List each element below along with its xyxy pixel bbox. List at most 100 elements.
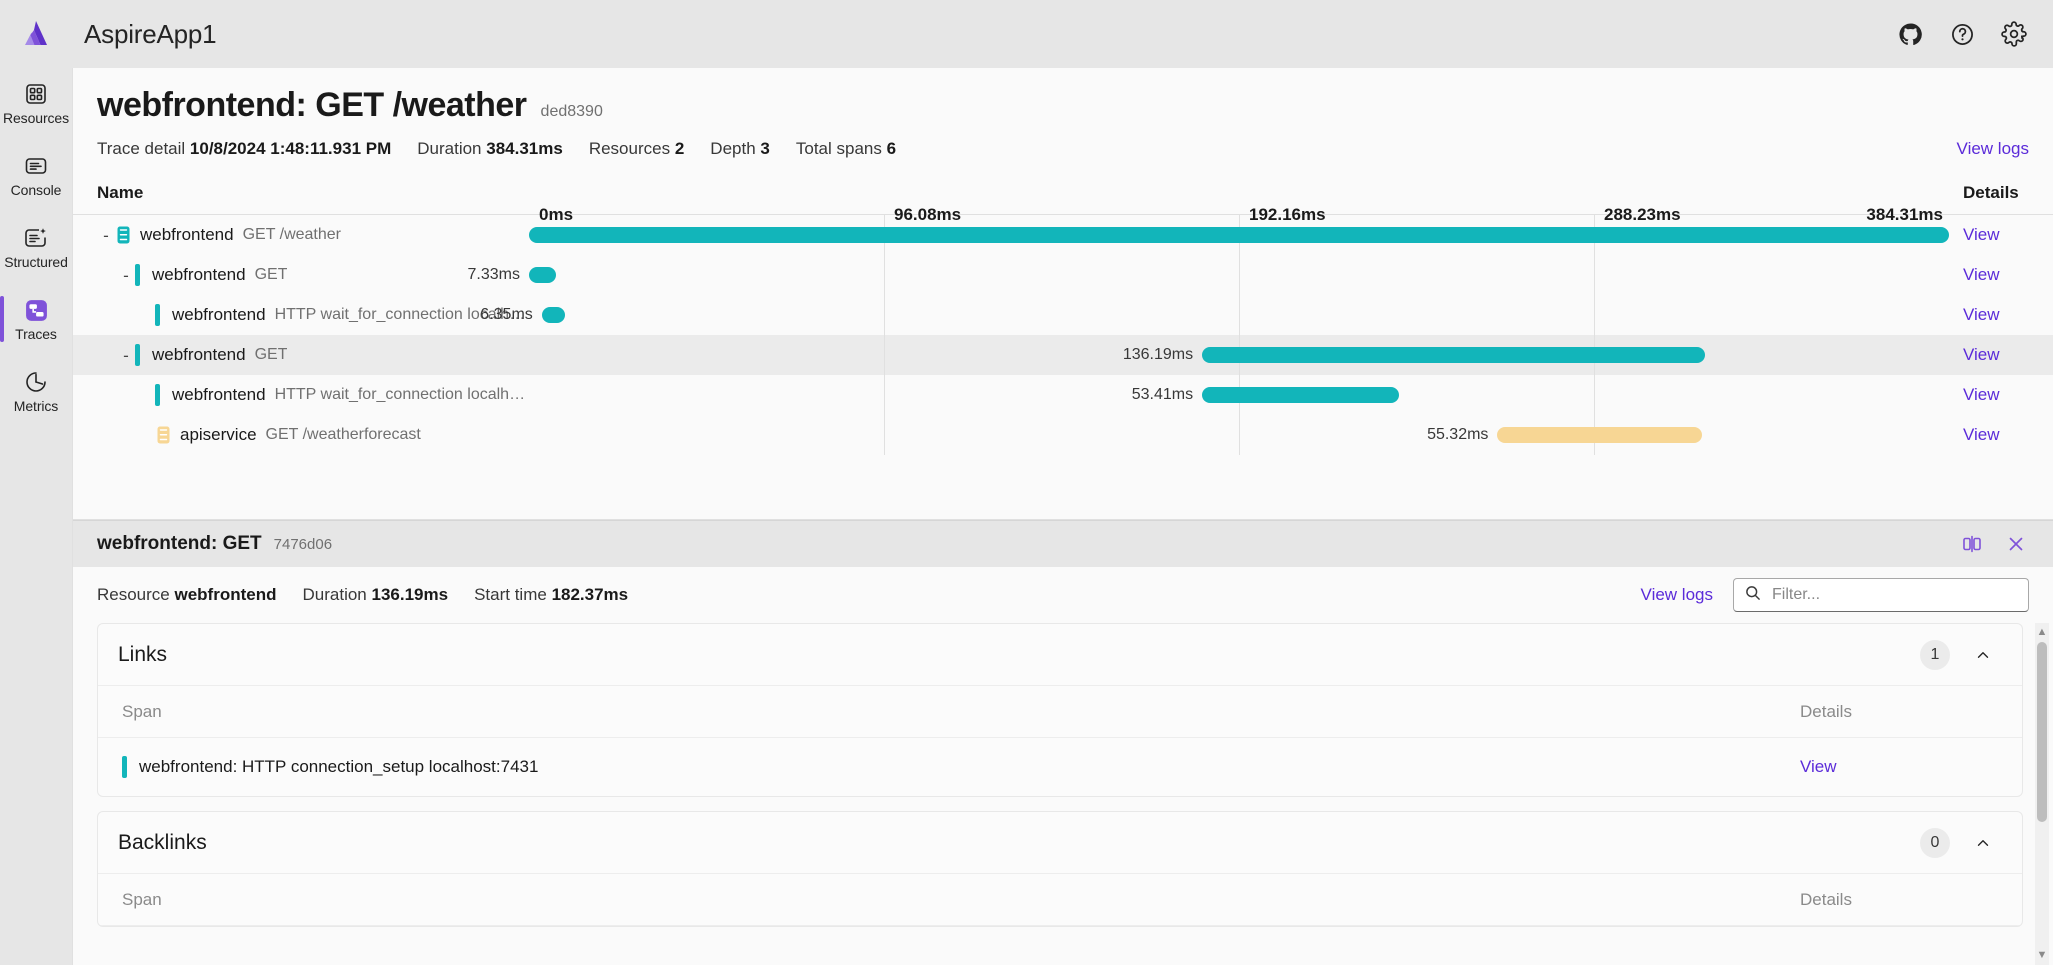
sidebar-item-traces[interactable]: Traces xyxy=(0,284,72,354)
detail-panel-span-id: 7476d06 xyxy=(273,535,333,553)
timeline-gridline xyxy=(884,415,885,455)
table-row[interactable]: webfrontend HTTP wait_for_connection loca… xyxy=(73,295,2053,335)
sidebar-item-structured[interactable]: Structured xyxy=(0,212,72,282)
table-row[interactable]: - webfrontend GET /weather View xyxy=(73,215,2053,255)
chevron-up-icon[interactable] xyxy=(1966,638,2000,672)
sidebar-item-resources[interactable]: Resources xyxy=(0,68,72,138)
topbar-icons xyxy=(1895,19,2029,49)
trace-title-row: webfrontend: GET /weather ded8390 xyxy=(97,86,2029,125)
view-span-details-link[interactable]: View xyxy=(1963,385,2000,404)
view-span-details-link[interactable]: View xyxy=(1963,265,2000,284)
meta-total-spans-label: Total spans xyxy=(795,139,882,158)
table-row[interactable]: apiservice GET /weatherforecast 55.32ms Vie… xyxy=(73,415,2053,455)
scroll-track[interactable] xyxy=(2035,642,2049,946)
detail-section-header[interactable]: Links 1 xyxy=(98,624,2022,686)
detail-section-title: Backlinks xyxy=(118,830,207,854)
detail-meta-start-time: Start time 182.37ms xyxy=(474,585,628,605)
chevron-up-icon[interactable] xyxy=(1966,826,2000,860)
list-item[interactable]: webfrontend: HTTP connection_setup local… xyxy=(98,738,2022,796)
settings-gear-icon[interactable] xyxy=(1999,19,2029,49)
span-timeline-cell: 136.19ms xyxy=(529,335,1949,375)
column-header-details: Details xyxy=(1800,889,1852,909)
span-color-bar xyxy=(122,756,127,778)
timeline-gridline xyxy=(1594,375,1595,415)
view-span-details-link[interactable]: View xyxy=(1963,305,2000,324)
meta-total-spans-value: 6 xyxy=(886,139,897,158)
filter-box[interactable] xyxy=(1733,578,2029,612)
detail-section-header[interactable]: Backlinks 0 xyxy=(98,812,2022,874)
detail-section-card: Links 1 Span Details webfrontend: HTTP conne… xyxy=(97,623,2023,797)
span-details-cell: View xyxy=(1949,255,2053,295)
row-expander-toggle[interactable]: - xyxy=(123,265,129,285)
row-expander-toggle[interactable]: - xyxy=(123,345,129,365)
view-span-details-link[interactable]: View xyxy=(1963,425,2000,444)
sidebar-item-console[interactable]: Console xyxy=(0,140,72,210)
detail-panel-header: webfrontend: GET 7476d06 xyxy=(73,521,2053,567)
span-bar-area: 136.19ms xyxy=(529,335,1949,375)
split-panel-icon[interactable] xyxy=(1957,529,1987,559)
view-span-details-link[interactable]: View xyxy=(1963,225,2000,244)
span-duration-bar[interactable] xyxy=(1497,427,1702,443)
help-icon[interactable] xyxy=(1947,19,1977,49)
github-icon[interactable] xyxy=(1895,19,1925,49)
detail-meta-resource: Resource webfrontend xyxy=(97,585,277,605)
sidebar-item-metrics[interactable]: Metrics xyxy=(0,356,72,426)
span-details-cell: View xyxy=(1949,375,2053,415)
scroll-down-arrow[interactable]: ▼ xyxy=(2036,949,2048,961)
span-color-bar xyxy=(155,304,160,326)
view-span-details-link[interactable]: View xyxy=(1963,345,2000,364)
view-link-details-link[interactable]: View xyxy=(1800,757,1837,776)
sidebar-item-label: Resources xyxy=(2,110,70,126)
sidebar-item-label: Traces xyxy=(15,326,57,342)
span-duration-bar[interactable] xyxy=(1202,387,1400,403)
span-resource-name: apiservice xyxy=(180,425,257,444)
span-duration-label: 6.35ms xyxy=(480,306,533,323)
meta-depth-label: Depth xyxy=(710,139,756,158)
span-duration-bar[interactable] xyxy=(529,227,1949,243)
span-details-cell: View xyxy=(1949,415,2053,455)
detail-meta-duration-label: Duration xyxy=(302,585,367,604)
span-resource-name: webfrontend xyxy=(172,385,266,404)
span-name-cell: webfrontend HTTP wait_for_connection loca… xyxy=(73,295,529,335)
span-timeline-cell: 6.35ms xyxy=(480,295,1949,335)
section-count-badge: 0 xyxy=(1920,827,1950,858)
row-expander-toggle[interactable]: - xyxy=(103,225,109,245)
scroll-thumb[interactable] xyxy=(2037,642,2047,822)
detail-section-title: Links xyxy=(118,642,168,666)
detail-panel-scrollbar[interactable]: ▲ ▼ xyxy=(2035,623,2049,965)
span-duration-bar[interactable] xyxy=(1202,347,1705,363)
span-operation-name: HTTP wait_for_connection localhost:74... xyxy=(274,386,529,403)
scroll-up-arrow[interactable]: ▲ xyxy=(2036,626,2048,638)
span-duration-label: 55.32ms xyxy=(1427,426,1489,443)
detail-panel-meta: Resource webfrontend Duration 136.19ms S… xyxy=(73,567,2053,623)
filter-input[interactable] xyxy=(1772,586,2018,604)
meta-duration: Duration 384.31ms xyxy=(417,139,563,159)
meta-resources-label: Resources xyxy=(588,139,671,158)
span-duration-bar[interactable] xyxy=(541,307,566,323)
span-color-bar xyxy=(155,384,160,406)
span-details-cell: View xyxy=(1949,335,2053,375)
column-header-details: Details xyxy=(1800,701,1852,721)
span-timeline-cell: 55.32ms xyxy=(529,415,1949,455)
timeline-gridline xyxy=(1594,255,1595,295)
table-row[interactable]: - webfrontend GET 136.19ms View xyxy=(73,335,2053,375)
timeline-tick-label: 384.31ms xyxy=(1866,204,1943,224)
view-logs-link[interactable]: View logs xyxy=(1956,139,2029,158)
span-name-cell: webfrontend HTTP wait_for_connection loca… xyxy=(73,375,529,415)
table-row[interactable]: - webfrontend GET 7.33ms View xyxy=(73,255,2053,295)
detail-panel-scroll-area: Links 1 Span Details webfrontend: HTTP conne… xyxy=(73,623,2053,965)
link-details-cell: View xyxy=(1800,757,2000,777)
timeline-gridlines xyxy=(529,295,1949,335)
meta-resources-value: 2 xyxy=(674,139,685,158)
topbar: AspireApp1 xyxy=(72,0,2053,68)
span-duration-bar[interactable] xyxy=(529,267,556,283)
resources-icon xyxy=(24,81,48,107)
table-row[interactable]: webfrontend HTTP wait_for_connection loca… xyxy=(73,375,2053,415)
span-operation-name: GET /weatherforecast xyxy=(265,426,421,443)
timeline-gridline xyxy=(884,335,885,375)
detail-view-logs-link[interactable]: View logs xyxy=(1640,585,1713,604)
timeline-tick-label: 192.16ms xyxy=(1249,204,1326,224)
span-name-cell: - webfrontend GET xyxy=(73,335,529,375)
close-icon[interactable] xyxy=(2001,529,2031,559)
resource-server-icon xyxy=(155,426,171,444)
